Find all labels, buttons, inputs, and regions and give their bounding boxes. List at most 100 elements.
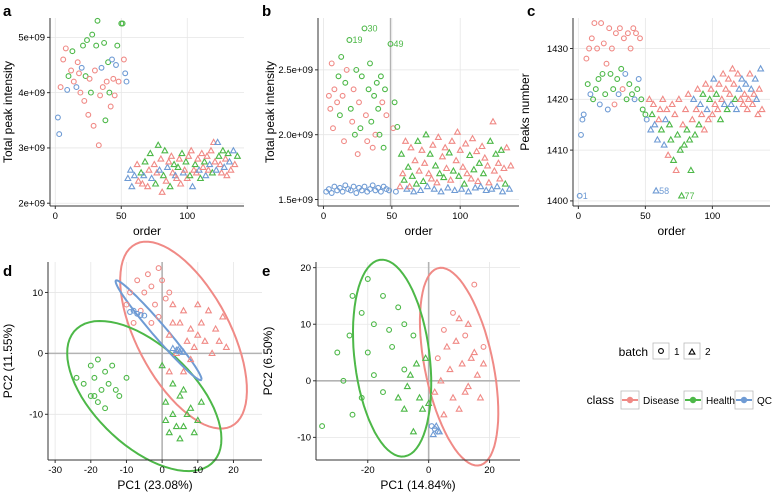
data-point xyxy=(81,97,88,104)
data-point xyxy=(691,130,699,138)
data-point xyxy=(611,101,618,108)
data-point xyxy=(109,56,115,63)
data-point xyxy=(93,42,100,49)
data-point xyxy=(734,69,742,77)
data-point xyxy=(461,387,469,395)
data-point xyxy=(586,45,593,52)
data-point xyxy=(213,138,222,146)
data-point xyxy=(418,404,427,412)
data-point xyxy=(424,169,433,177)
legend-key-dot xyxy=(689,396,697,404)
data-point xyxy=(144,271,151,278)
data-point xyxy=(743,105,752,113)
data-point xyxy=(87,362,94,369)
x-tick-label: 0 xyxy=(321,211,326,222)
legend-key-dot xyxy=(740,396,748,404)
legend-class-label-qc: QC xyxy=(757,396,772,407)
data-point xyxy=(161,397,170,405)
data-point xyxy=(98,386,105,393)
data-point xyxy=(400,175,408,183)
y-axis-title: PC2 (11.55%) xyxy=(1,324,15,398)
data-point xyxy=(687,166,695,174)
data-point xyxy=(138,179,147,187)
data-points xyxy=(576,20,766,199)
data-point xyxy=(440,326,447,333)
data-point xyxy=(727,100,735,108)
data-point xyxy=(629,91,635,98)
y-tick-label: -10 xyxy=(297,433,311,444)
data-point xyxy=(452,337,460,344)
data-point xyxy=(675,95,683,102)
data-point xyxy=(186,404,195,411)
data-point xyxy=(400,404,409,412)
data-point xyxy=(375,184,382,191)
data-point xyxy=(584,81,591,88)
data-point xyxy=(401,137,410,144)
data-point xyxy=(648,110,656,118)
panel-letter: b xyxy=(262,3,271,20)
data-point xyxy=(696,100,705,108)
x-tick-label: -30 xyxy=(48,465,62,476)
point-label: 19 xyxy=(352,35,362,45)
data-point xyxy=(179,385,188,393)
panel-letter: c xyxy=(527,3,535,20)
y-tick-label: 20 xyxy=(300,263,311,274)
data-point xyxy=(102,117,109,124)
data-point xyxy=(578,131,584,138)
data-point xyxy=(650,120,659,128)
data-point xyxy=(128,182,136,190)
gridlines xyxy=(318,18,519,206)
data-point xyxy=(349,411,356,418)
data-point xyxy=(227,165,235,173)
x-axis-title: PC1 (14.84%) xyxy=(380,478,455,492)
data-point xyxy=(445,148,454,156)
data-point xyxy=(739,100,747,108)
data-point xyxy=(172,174,181,182)
data-point xyxy=(446,175,455,183)
ellipse-health xyxy=(66,319,223,473)
data-point xyxy=(350,86,357,93)
data-point xyxy=(430,387,439,395)
data-point xyxy=(624,30,631,37)
data-point xyxy=(180,165,189,173)
data-point xyxy=(339,188,346,195)
data-point xyxy=(161,416,170,424)
data-point xyxy=(91,67,98,74)
data-point xyxy=(700,125,709,133)
data-point xyxy=(410,332,417,339)
data-point xyxy=(751,74,760,82)
data-point xyxy=(327,105,334,112)
data-point xyxy=(69,48,76,55)
data-point xyxy=(732,105,741,113)
data-point xyxy=(660,140,668,148)
data-point xyxy=(109,362,116,369)
data-point xyxy=(638,96,645,103)
data-point xyxy=(468,134,477,142)
data-point xyxy=(744,95,753,102)
y-tick-label: 0 xyxy=(38,349,43,360)
data-point xyxy=(467,174,475,182)
data-point xyxy=(380,389,386,396)
data-point xyxy=(90,122,97,129)
data-point xyxy=(346,332,353,339)
data-point xyxy=(186,355,195,363)
data-point xyxy=(607,70,614,77)
data-point xyxy=(167,152,176,159)
data-point xyxy=(148,283,155,290)
data-point xyxy=(441,143,449,151)
data-point xyxy=(596,101,603,108)
data-point xyxy=(480,343,487,350)
data-point xyxy=(94,399,101,406)
data-point xyxy=(354,151,361,158)
data-point xyxy=(471,281,478,288)
data-point xyxy=(443,342,451,350)
data-point xyxy=(174,163,182,170)
data-point xyxy=(603,60,610,67)
x-tick-label: 20 xyxy=(228,465,239,476)
x-tick-label: 0 xyxy=(426,465,431,476)
data-point xyxy=(430,184,439,192)
legend-key-box xyxy=(620,390,640,410)
data-point xyxy=(449,166,458,174)
data-point xyxy=(422,130,430,138)
data-point xyxy=(394,393,403,401)
